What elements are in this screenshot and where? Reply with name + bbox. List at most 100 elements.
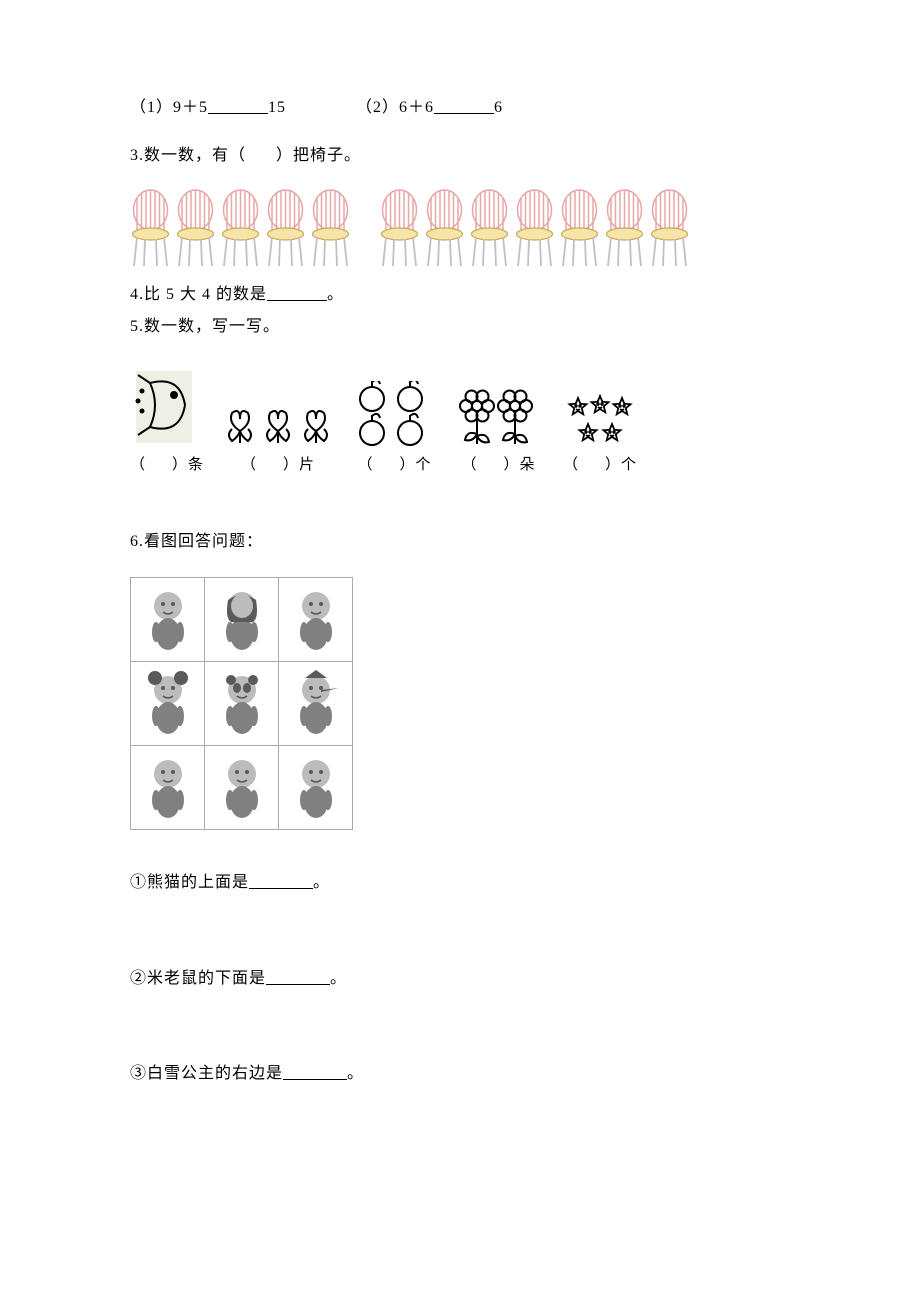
p6-sub-num: ② [130,970,147,987]
problem-1-2-line: （1）9＋5 15 （2）6＋6 6 [130,95,795,121]
p6-sub-before: 白雪公主的右边是 [147,1065,283,1082]
stars-image [560,393,640,451]
p6-sub-3: ③白雪公主的右边是 。 [130,1061,795,1087]
grid-cell-dwarf [205,745,279,829]
chair-icon [220,188,261,268]
chair-icon [175,188,216,268]
oranges-icon [352,381,437,451]
fish-image [130,365,200,451]
p6-sub-blank[interactable] [266,969,330,985]
chair-icon [220,188,261,268]
count-item-fish: （）条 [130,365,204,477]
p6-sub-2: ②米老鼠的下面是 。 [130,966,795,992]
count-item-leaves: （）片 [218,401,338,477]
grid-cell-monkey-king [279,577,353,661]
chair-icon [649,188,690,268]
grid-cell-cartoon-boy [131,577,205,661]
wizard-icon [287,754,345,820]
count-label-oranges: （）个 [352,453,437,477]
chair-icon [379,188,420,268]
p1-blank[interactable] [208,98,268,114]
p1-prefix: （1）9＋5 [130,99,208,116]
p6-sub-1: ①熊猫的上面是 。 [130,870,795,896]
p6-sub-before: 熊猫的上面是 [147,874,249,891]
chair-icon [310,188,351,268]
character-grid-figure [130,577,795,830]
p6-sub-after: 。 [330,970,347,987]
grid-row [131,661,353,745]
p2-blank[interactable] [434,98,494,114]
grid-cell-snow-white [205,577,279,661]
p6-sub-after: 。 [313,874,330,891]
chair-icon [175,188,216,268]
flowers-icon [451,386,546,451]
grid-cell-pig-boy [131,745,205,829]
leaves-image [218,401,338,451]
p2-prefix: （2）6＋6 [356,99,434,116]
p6-sub-blank[interactable] [283,1064,347,1080]
leaves-icon [218,401,338,451]
chair-icon [469,188,510,268]
monkey-king-icon [287,586,345,652]
grid-row [131,577,353,661]
pig-boy-icon [139,754,197,820]
oranges-image [352,381,437,451]
p6-sub-num: ③ [130,1065,147,1082]
p6-sub-before: 米老鼠的下面是 [147,970,266,987]
count-item-flowers: （）朵 [451,386,546,477]
chair-icon [559,188,600,268]
chair-icon [265,188,306,268]
p4-after: 。 [327,286,344,303]
chair-icon [424,188,465,268]
count-item-oranges: （）个 [352,381,437,477]
grid-cell-panda [205,661,279,745]
count-label-flowers: （）朵 [451,453,546,477]
count-label-fish: （）条 [130,453,204,477]
chair-icon [649,188,690,268]
snow-white-icon [213,586,271,652]
chairs-figure [130,188,795,268]
character-grid [130,577,353,830]
grid-cell-mickey-mouse [131,661,205,745]
stars-icon [560,393,640,451]
mickey-mouse-icon [139,670,197,736]
p3-after: ）把椅子。 [276,147,361,164]
flowers-image [451,386,546,451]
chair-icon [424,188,465,268]
pinocchio-icon [287,670,345,736]
counting-row: （）条 （）片 （）个 （）朵 （）个 [130,365,795,477]
chair-icon [130,188,171,268]
problem-5-title: 5.数一数，写一写。 [130,314,795,340]
p3-before: 3.数一数，有（ [130,147,246,164]
fish-icon [130,365,200,451]
problem-3-text: 3.数一数，有（ ）把椅子。 [130,143,795,169]
chairs-group-1 [130,188,351,268]
chair-icon [514,188,555,268]
p4-blank[interactable] [267,285,327,301]
p4-before: 4.比 5 大 4 的数是 [130,286,267,303]
chair-icon [559,188,600,268]
p1-after: 15 [268,99,286,116]
count-item-stars: （）个 [560,393,640,477]
p6-sub-after: 。 [347,1065,364,1082]
p6-sub-blank[interactable] [249,873,313,889]
chair-icon [130,188,171,268]
chair-icon [514,188,555,268]
p6-sub-num: ① [130,874,147,891]
grid-cell-wizard [279,745,353,829]
chair-icon [604,188,645,268]
count-label-stars: （）个 [560,453,640,477]
dwarf-icon [213,754,271,820]
chair-icon [265,188,306,268]
chairs-group-2 [379,188,690,268]
problem-4-line: 4.比 5 大 4 的数是 。 [130,282,795,308]
chair-icon [469,188,510,268]
count-label-leaves: （）片 [218,453,338,477]
p2-after: 6 [494,99,503,116]
grid-row [131,745,353,829]
chair-icon [604,188,645,268]
problem-6-subquestions: ①熊猫的上面是。②米老鼠的下面是。③白雪公主的右边是。 [130,870,795,1087]
chair-icon [379,188,420,268]
panda-icon [213,670,271,736]
chair-icon [310,188,351,268]
